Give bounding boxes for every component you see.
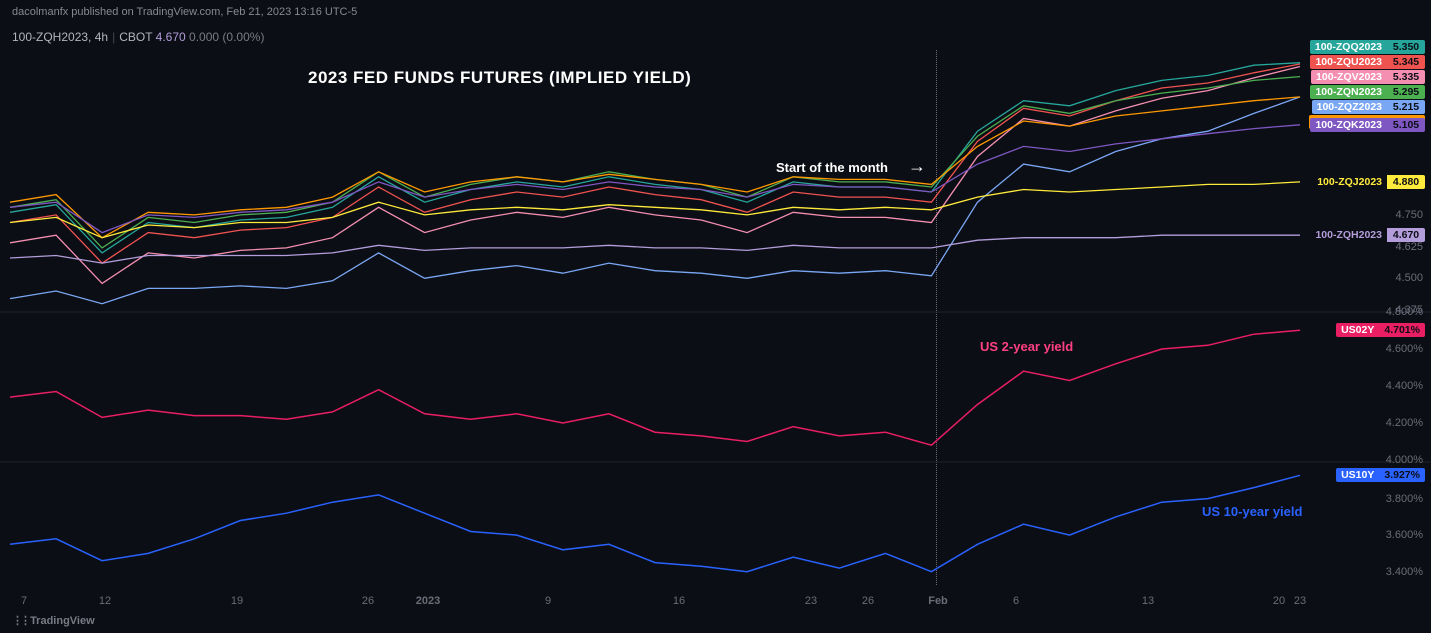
price-tag: 100-ZQV20235.335	[1311, 69, 1425, 85]
y-axis-label: 4.750	[1395, 209, 1423, 221]
price-tag: 100-ZQH20234.670	[1310, 227, 1425, 243]
price-tag: 100-ZQQ20235.350	[1310, 39, 1425, 55]
y-axis-label: 4.800%	[1386, 306, 1423, 318]
x-axis-label: 26	[362, 595, 374, 607]
price-tag: 100-ZQK20235.105	[1310, 117, 1425, 133]
x-axis-label: 9	[545, 595, 551, 607]
y-axis-label: 4.400%	[1386, 380, 1423, 392]
y-axis-label: 4.000%	[1386, 454, 1423, 466]
x-axis-label: Feb	[928, 595, 948, 607]
x-axis-label: 20	[1273, 595, 1285, 607]
x-axis-label: 12	[99, 595, 111, 607]
series-line	[10, 330, 1300, 445]
series-line	[10, 182, 1300, 238]
price-tag: 100-ZQU20235.345	[1310, 54, 1425, 70]
price-tag: US02Y4.701%	[1336, 322, 1425, 338]
series-line	[10, 125, 1300, 233]
y-axis-label: 4.500	[1395, 272, 1423, 284]
series-line	[10, 67, 1300, 284]
chart-canvas[interactable]	[0, 0, 1431, 633]
x-axis-label: 23	[1294, 595, 1306, 607]
series-line	[10, 63, 1300, 253]
y-axis-label: 3.800%	[1386, 493, 1423, 505]
price-tag: US10Y3.927%	[1336, 467, 1425, 483]
x-axis-label: 13	[1142, 595, 1154, 607]
x-axis-label: 2023	[416, 595, 440, 607]
series-line	[10, 475, 1300, 571]
y-axis-label: 4.600%	[1386, 343, 1423, 355]
x-axis-label: 6	[1013, 595, 1019, 607]
series-line	[10, 235, 1300, 263]
price-tag: 100-ZQZ20235.215	[1312, 99, 1425, 115]
series-line	[10, 97, 1300, 304]
price-tag: 100-ZQN20235.295	[1310, 84, 1425, 100]
y-axis-label: 3.400%	[1386, 566, 1423, 578]
x-axis-label: 23	[805, 595, 817, 607]
tradingview-logo: TradingView	[12, 614, 95, 627]
x-axis-label: 19	[231, 595, 243, 607]
price-tag: 100-ZQJ20234.880	[1312, 174, 1425, 190]
series-line	[10, 77, 1300, 248]
x-axis-label: 16	[673, 595, 685, 607]
x-axis-label: 7	[21, 595, 27, 607]
y-axis-label: 4.200%	[1386, 417, 1423, 429]
x-axis-label: 26	[862, 595, 874, 607]
y-axis-label: 3.600%	[1386, 529, 1423, 541]
